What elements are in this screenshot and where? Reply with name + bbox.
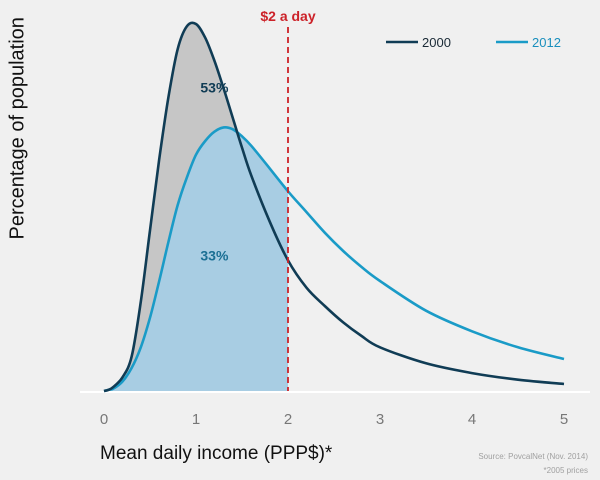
y-axis-label: Percentage of population [6,17,29,240]
series-line-2000 [103,21,565,393]
area-percent-label-1: 33% [200,247,229,263]
price-footnote: *2005 prices [543,466,588,475]
source-note: Source: PovcalNet (Nov. 2014) [478,452,588,461]
x-tick-label-1: 1 [192,411,200,428]
x-axis-label: Mean daily income (PPP$)* [100,443,333,464]
two-dollar-reference-label: $2 a day [260,8,315,24]
series-line-2012 [103,126,565,393]
x-tick-label-0: 0 [100,411,108,428]
x-tick-label-3: 3 [376,411,384,428]
legend-label-2012: 2012 [532,35,561,50]
area-2012-below-2-dollars [104,127,288,392]
x-tick-label-4: 4 [468,411,476,428]
x-tick-label-2: 2 [284,411,292,428]
legend-label-2000: 2000 [422,35,451,50]
area-percent-label-0: 53% [200,79,229,95]
x-tick-label-5: 5 [560,411,568,428]
